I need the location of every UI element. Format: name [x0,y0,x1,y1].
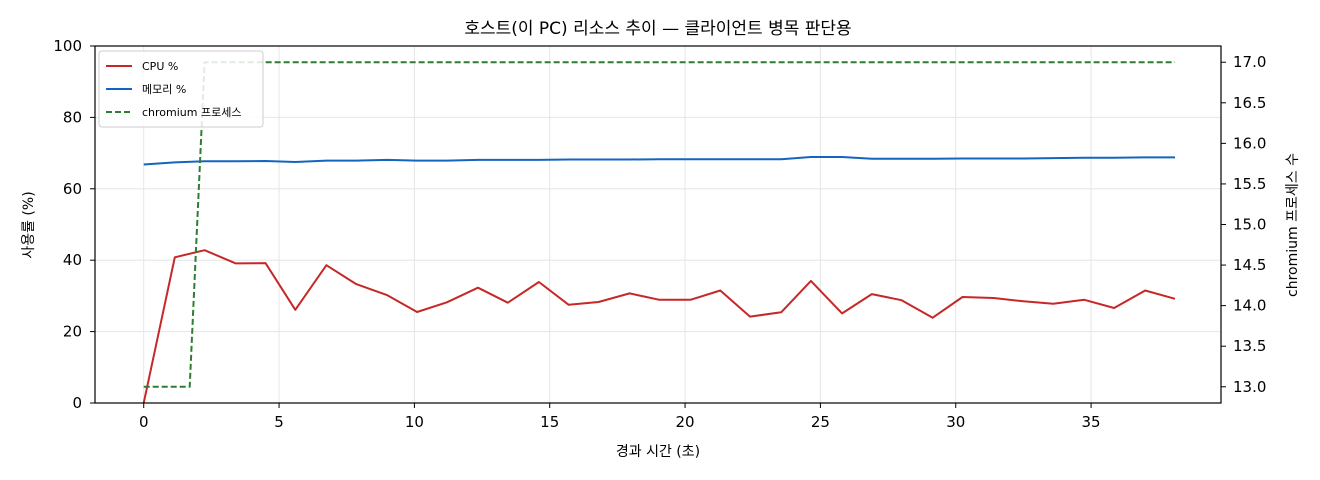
x-tick-label: 30 [946,413,965,431]
legend-label-1: 메모리 % [142,83,186,96]
y2-tick-label: 14.0 [1233,297,1266,315]
legend-label-0: CPU % [142,60,178,73]
series-line-2 [143,61,1175,388]
y2-tick-label: 13.0 [1233,378,1266,396]
legend-box [98,50,264,128]
y2-tick-label: 16.5 [1233,94,1266,112]
x-tick-label: 0 [139,413,149,431]
x-tick-label: 15 [540,413,559,431]
x-tick-label: 25 [811,413,830,431]
grid-lines [95,45,1221,404]
x-tick-label: 10 [405,413,424,431]
y-axis-left: 0 20 40 60 80 100 [53,37,95,412]
x-axis: 0 5 10 15 20 25 30 35 [139,403,1101,431]
y-tick-label: 20 [63,323,82,341]
x-tick-label: 20 [676,413,695,431]
y2-tick-label: 14.5 [1233,256,1266,274]
y2-tick-label: 16.0 [1233,134,1266,152]
y2-tick-label: 15.5 [1233,175,1266,193]
y-tick-label: 100 [53,37,82,55]
legend-label-2: chromium 프로세스 [142,106,241,119]
y2-tick-label: 17.0 [1233,53,1266,71]
y-axis-right: 13.0 13.5 14.0 14.5 15.0 15.5 16.0 16.5 17.0 [1221,53,1266,396]
plot-area [142,61,1176,404]
y-tick-label: 40 [63,251,82,269]
y2-axis-title: chromium 프로세스 수 [1285,153,1301,297]
y-tick-label: 80 [63,108,82,126]
series-line-1 [143,156,1175,166]
plot-frame [94,45,1222,404]
series-line-0 [142,249,1176,404]
y-tick-label: 0 [72,394,82,412]
y2-tick-label: 13.5 [1233,337,1266,355]
y-axis-title: 사용률 (%) [21,191,37,258]
x-axis-title: 경과 시간 (초) [616,444,700,460]
chart-title: 호스트(이 PC) 리소스 추이 — 클라이언트 병목 판단용 [464,19,851,39]
legend: CPU % 메모리 % chromium 프로세스 [98,50,264,128]
y-tick-label: 60 [63,180,82,198]
x-tick-label: 35 [1082,413,1101,431]
y2-tick-label: 15.0 [1233,216,1266,234]
x-tick-label: 5 [274,413,284,431]
